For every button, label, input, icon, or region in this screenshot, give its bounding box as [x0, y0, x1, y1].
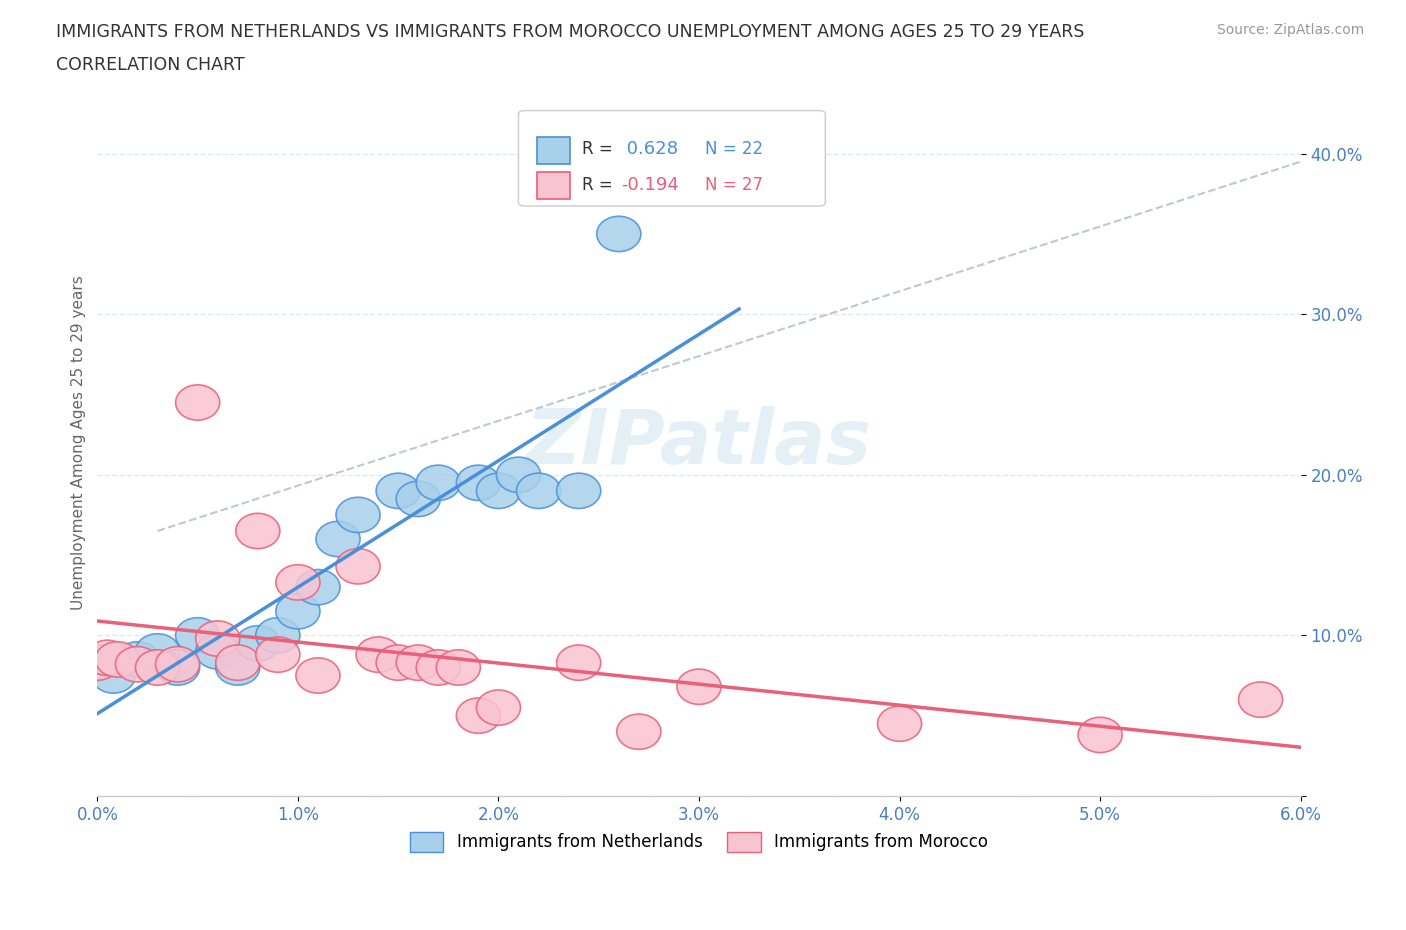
- Ellipse shape: [316, 522, 360, 557]
- Legend: Immigrants from Netherlands, Immigrants from Morocco: Immigrants from Netherlands, Immigrants …: [404, 826, 995, 858]
- Ellipse shape: [617, 714, 661, 750]
- Ellipse shape: [496, 458, 540, 493]
- Text: Source: ZipAtlas.com: Source: ZipAtlas.com: [1216, 23, 1364, 37]
- Ellipse shape: [86, 640, 129, 675]
- Ellipse shape: [1239, 682, 1282, 717]
- Ellipse shape: [215, 645, 260, 681]
- Ellipse shape: [877, 706, 921, 741]
- Ellipse shape: [256, 618, 299, 653]
- Ellipse shape: [377, 645, 420, 681]
- Ellipse shape: [236, 626, 280, 661]
- Ellipse shape: [457, 698, 501, 733]
- Text: R =: R =: [582, 140, 619, 158]
- Text: -0.194: -0.194: [621, 176, 679, 193]
- Ellipse shape: [176, 385, 219, 420]
- Ellipse shape: [295, 569, 340, 604]
- FancyBboxPatch shape: [537, 137, 571, 164]
- Ellipse shape: [156, 650, 200, 685]
- Ellipse shape: [477, 473, 520, 509]
- Text: R =: R =: [582, 176, 619, 193]
- Ellipse shape: [276, 593, 321, 629]
- Ellipse shape: [135, 633, 180, 669]
- Ellipse shape: [416, 465, 460, 500]
- Y-axis label: Unemployment Among Ages 25 to 29 years: Unemployment Among Ages 25 to 29 years: [72, 275, 86, 610]
- Ellipse shape: [336, 549, 380, 584]
- Ellipse shape: [256, 637, 299, 672]
- Ellipse shape: [336, 498, 380, 533]
- Ellipse shape: [596, 217, 641, 252]
- Text: 0.628: 0.628: [621, 140, 678, 158]
- Ellipse shape: [115, 642, 159, 677]
- FancyBboxPatch shape: [537, 172, 571, 199]
- Text: CORRELATION CHART: CORRELATION CHART: [56, 56, 245, 73]
- Ellipse shape: [96, 642, 139, 677]
- Ellipse shape: [436, 650, 481, 685]
- Ellipse shape: [356, 637, 401, 672]
- Ellipse shape: [1078, 717, 1122, 752]
- Ellipse shape: [295, 658, 340, 693]
- Ellipse shape: [91, 658, 135, 693]
- Ellipse shape: [396, 481, 440, 516]
- Text: N = 27: N = 27: [704, 176, 763, 193]
- Ellipse shape: [215, 650, 260, 685]
- Ellipse shape: [377, 473, 420, 509]
- Ellipse shape: [457, 465, 501, 500]
- Ellipse shape: [676, 669, 721, 704]
- Ellipse shape: [115, 646, 159, 682]
- Ellipse shape: [516, 473, 561, 509]
- Ellipse shape: [76, 645, 120, 681]
- Ellipse shape: [195, 633, 240, 669]
- Ellipse shape: [557, 473, 600, 509]
- Ellipse shape: [477, 690, 520, 725]
- Ellipse shape: [276, 565, 321, 600]
- Text: ZIPatlas: ZIPatlas: [526, 405, 872, 480]
- Ellipse shape: [416, 650, 460, 685]
- Ellipse shape: [135, 650, 180, 685]
- Ellipse shape: [236, 513, 280, 549]
- Ellipse shape: [176, 618, 219, 653]
- Ellipse shape: [557, 645, 600, 681]
- Ellipse shape: [396, 645, 440, 681]
- FancyBboxPatch shape: [519, 111, 825, 206]
- Ellipse shape: [195, 621, 240, 657]
- Text: IMMIGRANTS FROM NETHERLANDS VS IMMIGRANTS FROM MOROCCO UNEMPLOYMENT AMONG AGES 2: IMMIGRANTS FROM NETHERLANDS VS IMMIGRANT…: [56, 23, 1084, 41]
- Text: N = 22: N = 22: [704, 140, 763, 158]
- Ellipse shape: [156, 646, 200, 682]
